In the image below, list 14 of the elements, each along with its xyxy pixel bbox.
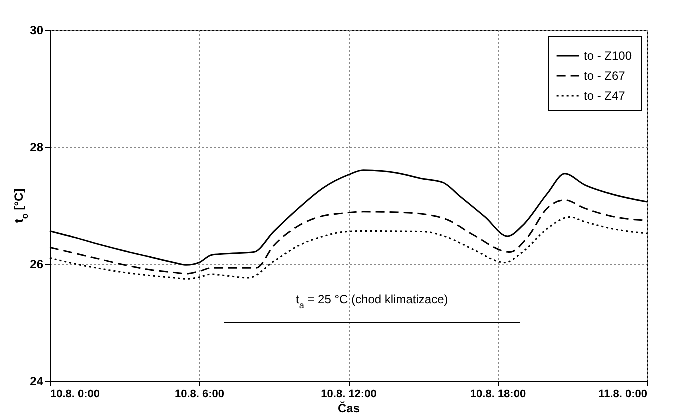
legend-label: to - Z67 [584, 69, 626, 83]
y-tick-label: 24 [30, 374, 44, 388]
y-tick-label: 26 [30, 258, 44, 272]
x-tick-label: 11.8. 0:00 [598, 388, 648, 400]
x-tick-label: 10.8. 6:00 [174, 388, 225, 400]
y-tick-label: 28 [30, 140, 44, 154]
legend-label: to - Z47 [584, 89, 626, 103]
legend-label: to - Z100 [584, 49, 632, 63]
x-axis-title: Čas [338, 402, 360, 416]
x-tick-label: 10.8. 12:00 [321, 388, 377, 400]
x-tick-label: 10.8. 0:00 [50, 388, 100, 400]
y-tick-label: 30 [30, 24, 44, 38]
x-tick-label: 10.8. 18:00 [470, 388, 526, 400]
annotation: t$_{a}$ = 25 °C (chod klimatizace) [296, 292, 448, 310]
